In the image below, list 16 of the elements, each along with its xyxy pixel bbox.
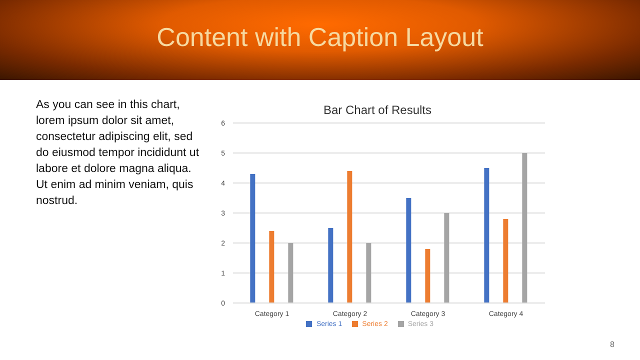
text: As you can see in this chart, lorem ipsum dolor sit amet, consectetur adipiscing elit, sed do eiusmod tempor incididunt ut labore et dolore magna aliqua. Ut enim ad minim veniam, quis nostrud. [36,98,200,209]
bar [250,174,256,303]
bar [269,231,274,303]
bar [366,243,372,303]
chart-title: Bar Chart of Results [322,103,433,117]
text: 8 [610,340,614,349]
bar [288,243,294,303]
bar [484,168,490,303]
text: Content with Caption Layout [156,22,484,53]
bar [347,171,352,303]
bar [406,198,412,303]
bar [425,249,430,303]
bar [444,213,450,303]
bar [522,153,528,303]
bar [328,228,334,303]
bar [503,219,508,303]
